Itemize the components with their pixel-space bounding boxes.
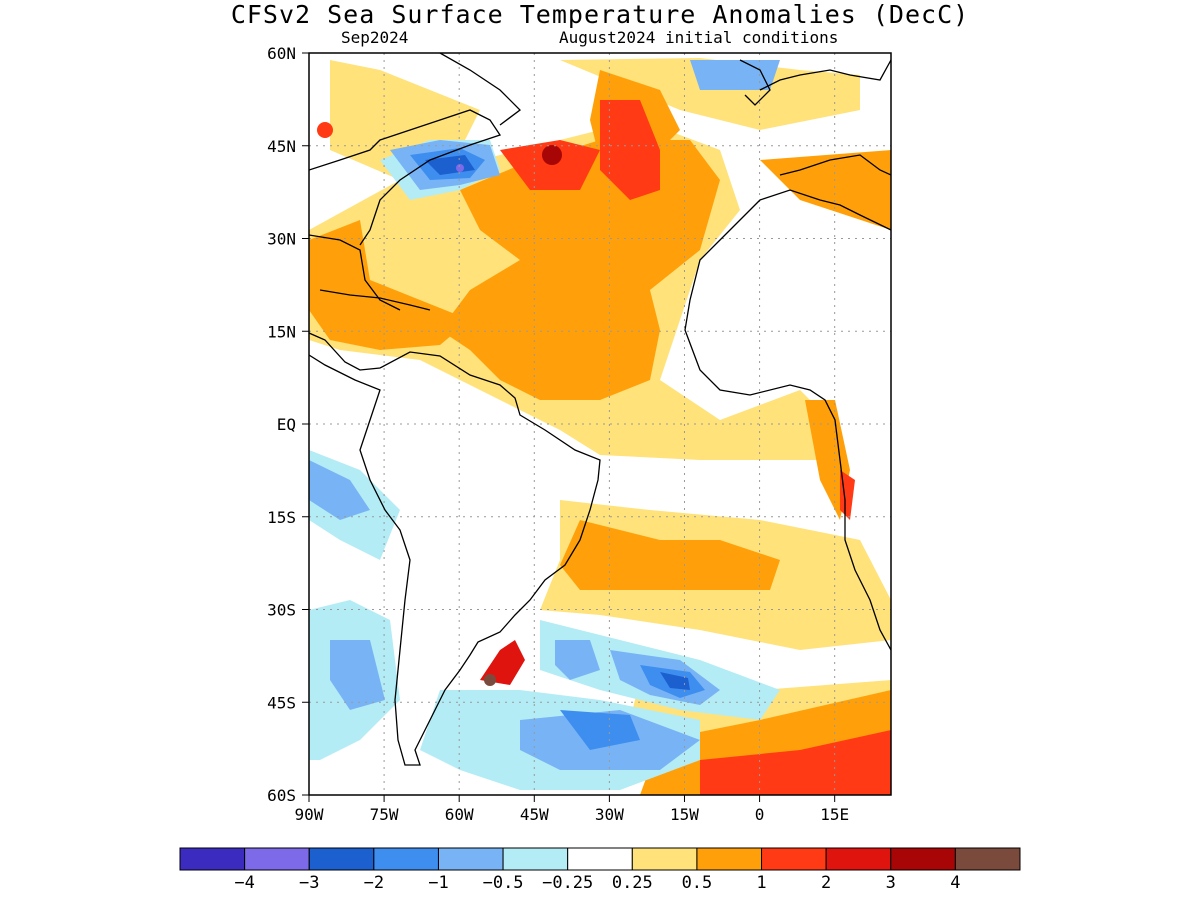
longitude-label: 60W xyxy=(445,805,474,824)
anomaly-field xyxy=(309,53,891,795)
color-scale-label: 1 xyxy=(756,873,766,893)
color-scale-swatch xyxy=(373,847,439,871)
anomaly-region-cool xyxy=(330,640,385,710)
color-scale-swatch xyxy=(179,847,246,871)
color-scale-label: 3 xyxy=(886,873,896,893)
latitude-label: 15N xyxy=(267,322,296,341)
color-scale-swatch xyxy=(244,847,310,871)
forecast-month: Sep2024 xyxy=(341,28,409,47)
color-scale-label: 0.25 xyxy=(612,873,653,893)
color-scale-swatch xyxy=(437,847,504,871)
latitude-label: 15S xyxy=(267,508,296,527)
longitude-label: 30W xyxy=(595,805,624,824)
latitude-axis: 60N 45N 30N 15N EQ 15S 30S 45S 60S xyxy=(267,44,309,805)
color-scale-label: −0.5 xyxy=(483,873,524,893)
anomaly-region-strong-warm xyxy=(700,730,891,795)
anomaly-region-cool xyxy=(555,640,600,680)
color-scale-label: −0.25 xyxy=(542,873,593,893)
latitude-label: EQ xyxy=(277,415,296,434)
longitude-label: 15E xyxy=(820,805,849,824)
color-scale-label: 0.5 xyxy=(682,873,713,893)
coastlines xyxy=(309,53,891,766)
anomaly-region-strong-warm xyxy=(600,100,660,200)
anomaly-region-strong-warm xyxy=(500,140,600,190)
color-scale-label: −1 xyxy=(428,873,448,893)
anomaly-region-weak-warm xyxy=(560,58,860,130)
color-scale-swatch xyxy=(308,847,375,871)
color-scale-label: −2 xyxy=(364,873,384,893)
latitude-label: 60S xyxy=(267,786,296,805)
anomaly-region-warm xyxy=(805,400,850,520)
initial-conditions: August2024 initial conditions xyxy=(559,28,839,47)
longitude-label: 45W xyxy=(520,805,549,824)
map-title: CFSv2 Sea Surface Temperature Anomalies … xyxy=(230,0,970,29)
longitude-label: 75W xyxy=(370,805,399,824)
color-scale-swatch xyxy=(954,847,1021,871)
latitude-label: 45N xyxy=(267,137,296,156)
latitude-label: 30S xyxy=(267,601,296,620)
anomaly-region-warm xyxy=(560,520,780,590)
longitude-label: 15W xyxy=(670,805,699,824)
anomaly-region-cool xyxy=(560,710,640,750)
color-scale-swatch xyxy=(567,847,633,871)
anomaly-region-warm xyxy=(440,140,720,400)
color-scale-swatch xyxy=(761,847,827,871)
color-scale-swatch xyxy=(631,847,698,871)
anomaly-region-weak-cool xyxy=(690,60,780,90)
anomaly-region-strong-warm xyxy=(480,640,525,685)
color-scale-label: −4 xyxy=(234,873,254,893)
longitude-label: 0 xyxy=(755,805,765,824)
color-scale-label: −3 xyxy=(299,873,319,893)
color-scale-swatch xyxy=(696,847,763,871)
latitude-label: 30N xyxy=(267,230,296,249)
color-scale-legend: −4 −3 −2 −1 −0.5 −0.25 0.25 0.5 1 2 3 4 xyxy=(179,847,1021,893)
anomaly-region-strong-warm xyxy=(840,470,855,520)
longitude-label: 90W xyxy=(295,805,324,824)
color-scale-swatch xyxy=(825,847,892,871)
latitude-label: 60N xyxy=(267,44,296,63)
longitude-axis: 90W 75W 60W 45W 30W 15W 0 15E xyxy=(295,795,849,824)
anomaly-region-cool xyxy=(309,460,370,520)
latitude-label: 45S xyxy=(267,693,296,712)
anomaly-region-warm xyxy=(309,220,470,350)
color-scale-swatch xyxy=(890,847,956,871)
color-scale-label: 4 xyxy=(950,873,960,893)
anomaly-region-strong-cool xyxy=(660,672,690,690)
color-scale-label: 2 xyxy=(821,873,831,893)
anomaly-region-warm xyxy=(760,150,891,230)
color-scale-swatch xyxy=(502,847,569,871)
